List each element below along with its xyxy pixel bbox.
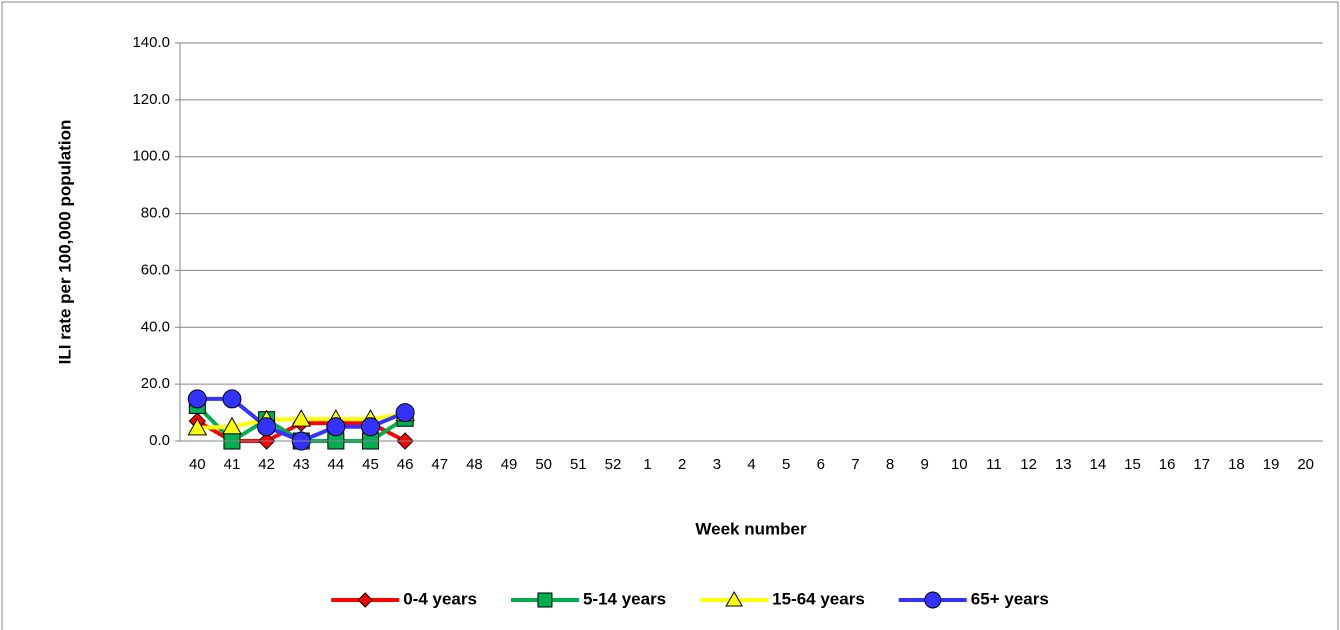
x-tick-label: 19	[1263, 456, 1280, 473]
x-tick-label: 4	[747, 456, 755, 473]
legend-item: 65+ years	[898, 589, 1049, 609]
x-tick-label: 18	[1228, 456, 1245, 473]
legend-item: 15-64 years	[700, 589, 865, 608]
marker	[222, 416, 242, 435]
y-tick-label: 80.0	[141, 205, 170, 222]
x-tick-label: 7	[851, 456, 859, 473]
x-tick-label: 13	[1055, 456, 1072, 473]
x-tick-label: 52	[605, 456, 622, 473]
x-tick-label: 8	[886, 456, 894, 473]
x-tick-label: 45	[362, 456, 379, 473]
y-tick-label: 60.0	[141, 261, 170, 278]
x-tick-label: 42	[258, 456, 275, 473]
marker	[291, 409, 312, 427]
x-tick-label: 15	[1124, 456, 1141, 473]
marker	[395, 403, 415, 423]
legend-marker	[357, 592, 373, 608]
x-tick-label: 17	[1193, 456, 1210, 473]
marker	[187, 389, 207, 409]
y-tick-label: 100.0	[132, 148, 170, 165]
x-axis-title: Week number	[695, 519, 807, 538]
legend-marker	[537, 592, 553, 608]
marker	[326, 417, 346, 437]
y-tick-label: 0.0	[149, 432, 170, 449]
x-tick-label: 2	[678, 456, 686, 473]
y-tick-label: 140.0	[132, 34, 170, 51]
y-tick-label: 40.0	[141, 318, 170, 335]
x-tick-label: 50	[535, 456, 552, 473]
legend-label: 65+ years	[971, 589, 1049, 608]
x-tick-label: 48	[466, 456, 483, 473]
marker	[361, 417, 380, 437]
legend: 0-4 years 5-14 years 15-64 years 65+ years	[331, 589, 1049, 609]
legend-label: 0-4 years	[403, 589, 477, 608]
x-tick-label: 51	[570, 456, 587, 473]
y-axis-title: ILI rate per 100,000 population	[55, 120, 74, 365]
x-tick-label: 14	[1090, 456, 1107, 473]
x-tick-label: 3	[713, 456, 721, 473]
x-tick-label: 10	[951, 456, 968, 473]
x-tick-label: 1	[643, 456, 651, 473]
x-tick-label: 49	[501, 456, 518, 473]
x-tick-label: 44	[328, 456, 345, 473]
legend-item: 0-4 years	[331, 589, 477, 608]
x-tick-label: 41	[224, 456, 241, 473]
x-tick-label: 43	[293, 456, 310, 473]
legend-label: 15-64 years	[772, 589, 865, 608]
y-tick-label: 120.0	[132, 91, 170, 108]
x-tick-label: 12	[1020, 456, 1037, 473]
legend-marker	[725, 590, 744, 607]
legend-marker	[924, 591, 942, 609]
x-tick-label: 20	[1297, 456, 1314, 473]
x-tick-label: 47	[431, 456, 448, 473]
legend-label: 5-14 years	[583, 589, 666, 608]
x-tick-label: 16	[1159, 456, 1176, 473]
x-tick-label: 5	[782, 456, 790, 473]
x-tick-label: 9	[921, 456, 929, 473]
marker	[187, 417, 208, 436]
marker	[222, 389, 242, 409]
marker	[257, 417, 277, 437]
legend-item: 5-14 years	[510, 589, 666, 608]
x-tick-label: 11	[986, 456, 1002, 473]
x-tick-label: 46	[397, 456, 414, 473]
x-tick-label: 6	[817, 456, 825, 473]
y-tick-label: 20.0	[141, 375, 170, 392]
x-tick-label: 40	[189, 456, 206, 473]
